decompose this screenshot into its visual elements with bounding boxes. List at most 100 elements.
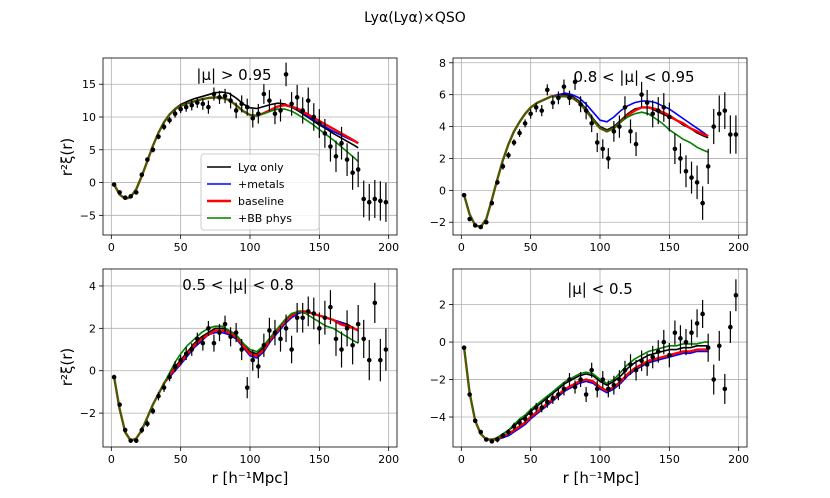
data-point bbox=[689, 175, 694, 180]
data-point bbox=[655, 108, 661, 113]
series-line--bb-phys bbox=[463, 341, 709, 441]
data-point bbox=[289, 101, 294, 107]
data-point bbox=[189, 347, 195, 352]
data-point bbox=[467, 216, 472, 222]
data-point bbox=[350, 342, 355, 348]
data-point bbox=[600, 146, 606, 152]
data-point bbox=[639, 92, 644, 97]
data-point bbox=[128, 438, 134, 443]
data-point bbox=[550, 100, 556, 105]
data-point bbox=[222, 321, 228, 327]
data-point bbox=[628, 362, 633, 367]
data-point bbox=[533, 405, 539, 410]
data-point bbox=[328, 144, 333, 149]
series-line--bb-phys bbox=[113, 310, 359, 442]
data-point bbox=[300, 315, 305, 321]
data-point bbox=[700, 200, 705, 206]
data-point bbox=[572, 384, 578, 390]
data-point bbox=[672, 330, 678, 336]
data-point bbox=[583, 392, 589, 397]
data-point bbox=[239, 101, 244, 107]
data-point bbox=[217, 330, 222, 335]
data-point bbox=[650, 354, 655, 360]
x-tick-label-50: 50 bbox=[524, 241, 538, 254]
data-point bbox=[517, 420, 522, 425]
x-tick-label-100: 100 bbox=[240, 453, 261, 466]
data-point bbox=[294, 95, 300, 100]
data-point bbox=[339, 140, 344, 146]
data-point bbox=[228, 334, 233, 340]
y-tick-label-2: 2 bbox=[439, 299, 446, 312]
data-point bbox=[522, 121, 528, 126]
data-point bbox=[322, 131, 328, 136]
data-point bbox=[256, 364, 261, 369]
data-point bbox=[511, 140, 517, 145]
data-point bbox=[183, 104, 189, 110]
y-tick-label--4: −4 bbox=[430, 411, 446, 424]
data-point bbox=[622, 105, 628, 110]
data-point bbox=[500, 433, 506, 439]
data-point bbox=[233, 330, 239, 335]
data-point bbox=[467, 392, 472, 397]
data-point bbox=[161, 124, 167, 130]
figure-title: Lyα(Lyα)×QSO bbox=[364, 10, 466, 26]
data-point bbox=[233, 108, 239, 113]
data-point bbox=[339, 347, 344, 352]
data-point bbox=[478, 429, 484, 435]
data-point bbox=[300, 108, 305, 113]
panel-label: 0.8 < |μ| < 0.95 bbox=[573, 68, 694, 86]
data-point bbox=[561, 386, 567, 392]
data-point bbox=[145, 157, 150, 162]
data-point bbox=[117, 402, 122, 407]
data-point bbox=[150, 408, 156, 414]
panel-mu-0.5-0.8: 0 50 100 150 200 −2 0 2 4 0.5 < |μ| < 0.8 bbox=[80, 268, 399, 466]
data-point bbox=[261, 91, 267, 97]
data-point bbox=[506, 429, 511, 435]
data-point bbox=[372, 300, 378, 306]
data-point bbox=[133, 438, 139, 443]
data-point bbox=[167, 117, 172, 123]
x-tick-label-100: 100 bbox=[590, 453, 611, 466]
data-point bbox=[522, 416, 528, 422]
data-point bbox=[317, 121, 322, 126]
x-tick-label-50: 50 bbox=[524, 453, 538, 466]
data-point bbox=[267, 328, 272, 333]
plot-area bbox=[461, 279, 739, 444]
data-point bbox=[644, 100, 650, 105]
data-point bbox=[200, 101, 206, 107]
data-point bbox=[556, 392, 561, 397]
legend: Lyα only +metals baseline +BB phys bbox=[200, 153, 320, 231]
data-point bbox=[355, 321, 361, 327]
y-axis-title-bottom: r²ξ(r) bbox=[58, 348, 76, 386]
data-point bbox=[128, 194, 134, 199]
plot-area bbox=[111, 282, 389, 443]
data-point bbox=[355, 167, 361, 172]
data-point bbox=[589, 367, 594, 373]
panel-label: |μ| < 0.5 bbox=[567, 280, 633, 298]
panel-mu-gt-0.95: 0 50 100 150 200 −5 0 5 10 15 |μ| > 0.95 bbox=[80, 57, 399, 254]
data-point bbox=[211, 91, 217, 97]
data-point bbox=[533, 105, 539, 110]
data-point bbox=[728, 324, 733, 330]
legend-label-ly-only: Lyα only bbox=[238, 161, 284, 174]
data-point bbox=[722, 108, 728, 113]
data-point bbox=[178, 357, 183, 363]
data-point bbox=[667, 352, 672, 358]
data-point bbox=[294, 315, 300, 321]
data-point bbox=[133, 190, 139, 195]
data-point bbox=[594, 140, 600, 145]
data-point bbox=[172, 364, 178, 369]
data-point bbox=[545, 87, 550, 93]
y-axis-title-top: r²ξ(r) bbox=[58, 138, 76, 176]
y-tick-label-5: 5 bbox=[89, 144, 96, 157]
data-point bbox=[305, 98, 311, 103]
axes-frame bbox=[102, 268, 398, 448]
x-tick-label-0: 0 bbox=[458, 453, 465, 466]
data-point bbox=[550, 395, 556, 401]
data-point bbox=[633, 367, 639, 373]
data-point bbox=[728, 132, 733, 137]
data-point bbox=[517, 130, 522, 136]
data-point bbox=[733, 292, 739, 298]
data-point bbox=[672, 146, 678, 152]
